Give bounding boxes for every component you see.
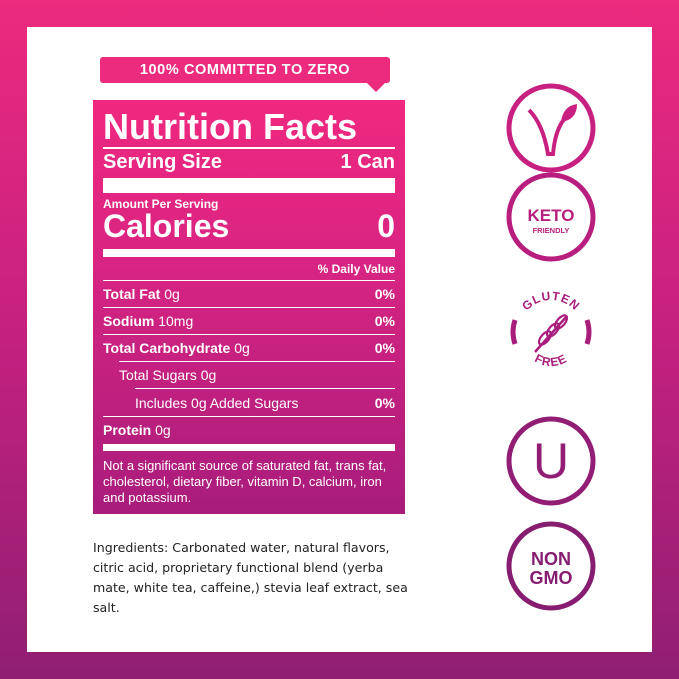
nutrient-row: Sodium 10mg 0% xyxy=(103,313,395,329)
zero-banner: 100% COMMITTED TO ZERO xyxy=(100,57,390,83)
nutrition-title: Nutrition Facts xyxy=(103,106,358,147)
kosher-icon: U xyxy=(506,416,596,506)
serving-size-label: Serving Size xyxy=(103,151,222,173)
nutrition-facts-panel: Nutrition Facts Serving Size 1 Can Amount… xyxy=(93,100,405,514)
banner-arrow-icon xyxy=(366,82,386,92)
keto-friendly-icon: KETO FRIENDLY xyxy=(506,172,596,262)
svg-text:U: U xyxy=(533,433,569,489)
nutrient-row: Total Sugars 0g xyxy=(119,367,217,383)
footnote: Not a significant source of saturated fa… xyxy=(103,458,387,505)
calories-label: Calories xyxy=(103,208,230,244)
serving-size-value: 1 Can xyxy=(340,151,395,173)
svg-text:GMO: GMO xyxy=(530,568,573,588)
ingredients-text: Ingredients: Carbonated water, natural f… xyxy=(93,540,408,615)
svg-text:FRIENDLY: FRIENDLY xyxy=(533,226,570,235)
nutrient-row: Total Fat 0g 0% xyxy=(103,286,395,302)
daily-value-header: % Daily Value xyxy=(317,262,395,276)
svg-text:KETO: KETO xyxy=(528,206,575,225)
non-gmo-icon: NON GMO xyxy=(506,521,596,611)
amount-per-serving: Amount Per Serving xyxy=(103,197,219,211)
svg-text:NON: NON xyxy=(531,549,571,569)
vegan-icon xyxy=(506,83,596,173)
calories-value: 0 xyxy=(377,208,395,244)
nutrient-row: Total Carbohydrate 0g 0% xyxy=(103,340,395,356)
nutrient-row: Protein 0g xyxy=(103,422,171,438)
nutrient-row: Includes 0g Added Sugars 0% xyxy=(135,395,395,411)
gluten-free-icon: GLUTEN FREE xyxy=(510,289,592,369)
svg-text:FREE: FREE xyxy=(533,351,570,369)
svg-text:GLUTEN: GLUTEN xyxy=(519,289,583,314)
